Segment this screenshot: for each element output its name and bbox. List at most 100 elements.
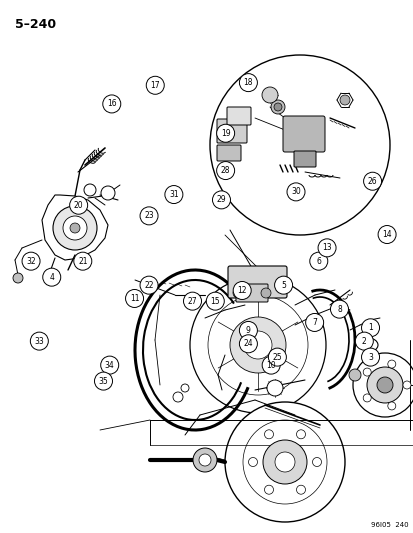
Circle shape [286,183,304,201]
Circle shape [125,289,143,308]
Text: 20: 20 [74,201,83,209]
Circle shape [261,87,277,103]
Circle shape [264,430,273,439]
Circle shape [164,185,183,204]
Circle shape [348,369,360,381]
Circle shape [180,384,189,392]
Circle shape [361,348,379,366]
Text: 2: 2 [361,337,366,345]
FancyBboxPatch shape [216,145,240,161]
Circle shape [224,402,344,522]
Circle shape [209,55,389,235]
Circle shape [243,331,271,359]
Text: 3: 3 [367,353,372,361]
Text: 11: 11 [130,294,139,303]
Text: 6: 6 [316,257,320,265]
Circle shape [376,377,392,393]
Circle shape [146,76,164,94]
Text: 18: 18 [243,78,252,87]
Circle shape [274,452,294,472]
Text: 26: 26 [367,177,377,185]
Circle shape [261,356,280,374]
Circle shape [70,223,80,233]
Text: 33: 33 [34,337,44,345]
Circle shape [312,457,321,466]
Circle shape [296,430,305,439]
Circle shape [101,186,115,200]
Circle shape [363,172,381,190]
Circle shape [22,252,40,270]
Circle shape [212,191,230,209]
Text: 13: 13 [321,244,331,252]
Circle shape [206,292,224,310]
Circle shape [94,372,112,390]
Circle shape [387,360,395,368]
Circle shape [362,394,370,402]
Circle shape [248,457,257,466]
Circle shape [387,402,395,410]
Circle shape [233,288,242,298]
Text: 7: 7 [311,318,316,327]
Text: 30: 30 [290,188,300,196]
Circle shape [69,196,88,214]
FancyBboxPatch shape [282,116,324,152]
Circle shape [361,319,379,337]
Circle shape [43,268,61,286]
Circle shape [140,207,158,225]
Circle shape [262,440,306,484]
Circle shape [63,216,87,240]
Circle shape [266,380,282,396]
Circle shape [84,184,96,196]
Circle shape [239,335,257,353]
Text: 22: 22 [144,281,153,289]
Text: 31: 31 [169,190,178,199]
Text: 19: 19 [220,129,230,138]
Circle shape [296,485,305,494]
Circle shape [190,277,325,413]
Circle shape [13,273,23,283]
Text: 23: 23 [144,212,154,220]
Text: 24: 24 [243,340,253,348]
Text: 15: 15 [210,297,220,305]
FancyBboxPatch shape [216,119,247,143]
Text: 5–240: 5–240 [15,18,56,31]
Circle shape [305,313,323,332]
Circle shape [230,317,285,373]
Text: 21: 21 [78,257,87,265]
Circle shape [317,239,335,257]
Circle shape [330,300,348,318]
Text: 34: 34 [104,361,114,369]
Text: 96I05  240: 96I05 240 [370,522,408,528]
Circle shape [216,161,234,180]
Text: 5: 5 [280,281,285,289]
Text: 4: 4 [49,273,54,281]
Text: 16: 16 [107,100,116,108]
Circle shape [366,367,402,403]
Text: 12: 12 [237,286,246,295]
Text: 10: 10 [266,361,275,369]
Circle shape [199,454,211,466]
Circle shape [239,321,257,340]
Circle shape [260,288,271,298]
FancyBboxPatch shape [293,151,315,167]
Text: 28: 28 [221,166,230,175]
Circle shape [402,381,410,389]
Circle shape [239,74,257,92]
Text: 35: 35 [98,377,108,385]
Circle shape [362,368,370,376]
FancyBboxPatch shape [226,107,250,125]
Polygon shape [42,195,108,260]
Circle shape [273,103,281,111]
Circle shape [274,276,292,294]
Circle shape [102,95,121,113]
FancyBboxPatch shape [228,266,286,298]
Circle shape [216,124,234,142]
Circle shape [192,448,216,472]
Text: 1: 1 [367,324,372,332]
Text: 8: 8 [336,305,341,313]
Circle shape [100,356,119,374]
FancyBboxPatch shape [235,284,267,302]
Circle shape [207,295,307,395]
Circle shape [173,392,183,402]
Circle shape [140,276,158,294]
